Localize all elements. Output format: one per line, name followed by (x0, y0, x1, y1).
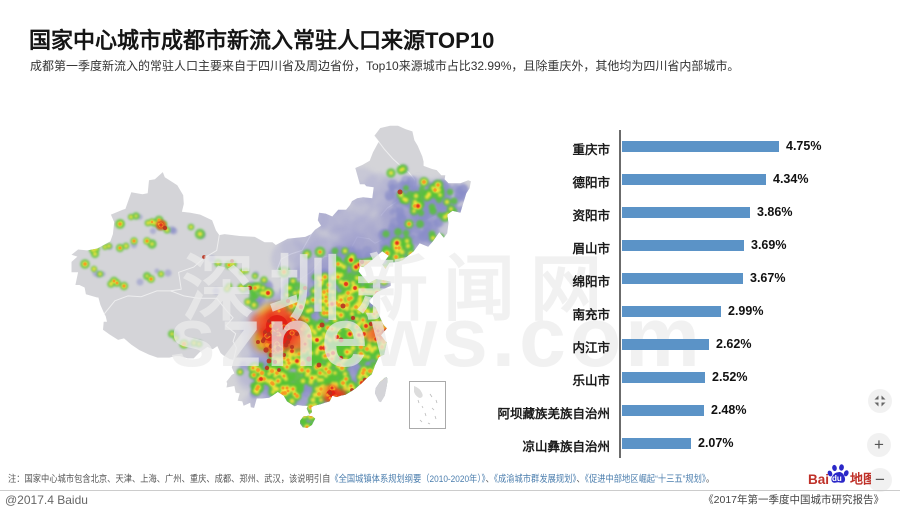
svg-text:Bai: Bai (808, 472, 829, 487)
svg-text:du: du (832, 474, 842, 483)
svg-text:地图: 地图 (850, 472, 871, 487)
